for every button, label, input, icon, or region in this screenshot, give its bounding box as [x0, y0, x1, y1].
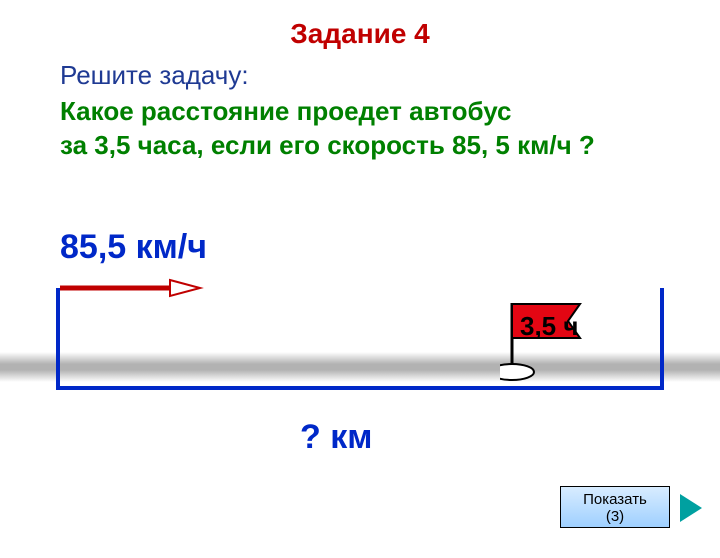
question-text: Какое расстояние проедет автобус за 3,5 … — [60, 95, 720, 163]
flag-time-label: 3,5 ч — [520, 311, 578, 342]
flag-time-value: 3,5 — [520, 311, 556, 341]
flag-base — [500, 364, 534, 380]
answer-text: ? км — [300, 418, 372, 456]
show-button-label2: (3) — [606, 508, 624, 525]
question-line1: Какое расстояние проедет автобус — [60, 96, 511, 126]
solve-prompt: Решите задачу: — [60, 60, 720, 91]
speed-value: 85,5 км/ч — [60, 228, 207, 266]
flag-time-unit: ч — [556, 311, 578, 341]
answer-label: ? км — [300, 418, 372, 457]
next-arrow-icon[interactable] — [680, 494, 702, 522]
prompt-text: Решите задачу: — [60, 60, 249, 90]
question-line2: за 3,5 часа, если его скорость 85, 5 км/… — [60, 130, 595, 160]
show-button-label1: Показать — [583, 491, 647, 508]
title-text: Задание 4 — [290, 18, 430, 49]
task-title: Задание 4 — [0, 18, 720, 50]
show-button[interactable]: Показать (3) — [560, 486, 670, 528]
speed-label: 85,5 км/ч — [60, 228, 207, 267]
